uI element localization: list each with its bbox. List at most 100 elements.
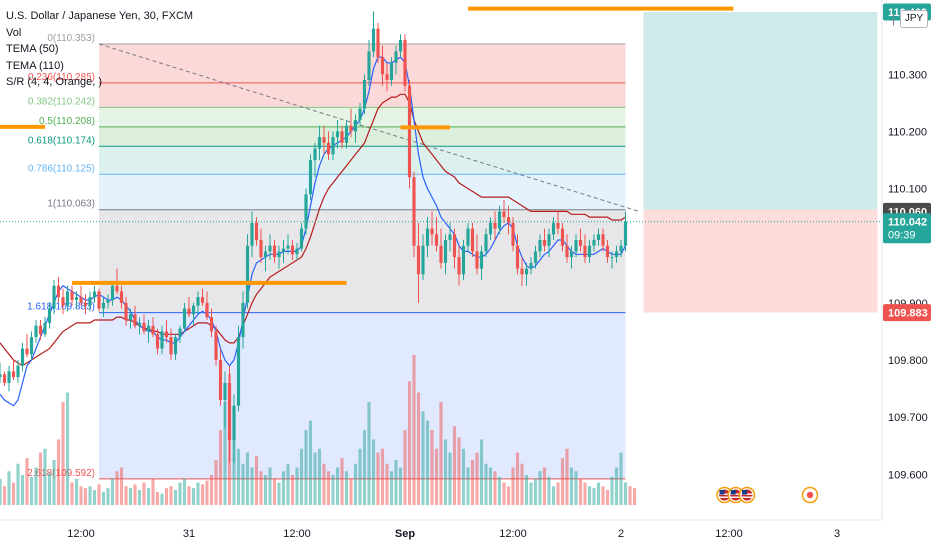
- us-flag-icon[interactable]: [727, 486, 744, 504]
- indicator-tema-50[interactable]: TEMA (50): [6, 43, 59, 55]
- volume-bar: [277, 482, 281, 505]
- volume-bar: [587, 486, 592, 505]
- candle-body: [281, 248, 286, 252]
- volume-bar: [38, 452, 43, 505]
- volume-bar: [43, 448, 47, 505]
- candle-body: [137, 322, 142, 326]
- price-tick-label: 110.100: [888, 184, 927, 196]
- volume-bar: [223, 401, 227, 505]
- support-resistance-lines[interactable]: [0, 6, 734, 285]
- candle-body: [119, 291, 124, 303]
- candle-body: [583, 245, 587, 258]
- candle-body: [358, 108, 362, 120]
- price-badge[interactable]: [883, 213, 931, 244]
- candle-body: [349, 125, 353, 132]
- time-tick-label: 3: [834, 528, 840, 540]
- position-tool[interactable]: [643, 12, 878, 313]
- volume-bar: [385, 463, 389, 505]
- candle-body: [542, 240, 547, 246]
- time-axis[interactable]: 12:00 31 12:00 Sep 12:00 2 12:00 3: [0, 519, 932, 550]
- candle-body: [353, 120, 358, 132]
- position-target-zone[interactable]: [643, 12, 878, 210]
- candle-body: [88, 297, 92, 306]
- indicator-tema-110[interactable]: TEMA (110): [6, 59, 64, 72]
- us-flag-canton: [742, 490, 747, 495]
- candle-body: [151, 325, 155, 335]
- candle-body: [605, 245, 610, 258]
- us-flag-icon[interactable]: [738, 486, 756, 504]
- candle-body: [331, 137, 335, 155]
- fib-level-label: 0(110.353): [47, 33, 95, 44]
- fib-band: [99, 107, 626, 127]
- candle-body: [263, 251, 268, 258]
- volume-bar: [353, 463, 358, 505]
- volume-bar: [20, 475, 25, 505]
- volume-bar: [371, 439, 376, 505]
- volume-bar: [214, 460, 218, 505]
- candle-body: [182, 308, 187, 329]
- volume-bar: [466, 467, 470, 505]
- trend-line[interactable]: [98, 43, 640, 212]
- candle-body: [461, 245, 466, 275]
- volume-bar: [7, 471, 11, 505]
- volume-bar: [169, 486, 173, 505]
- volume-bar: [416, 392, 421, 505]
- symbol-title[interactable]: U.S. Dollar / Japanese Yen, 30, FXCM: [6, 10, 194, 22]
- volume-bar: [29, 476, 34, 505]
- candle-body: [34, 325, 38, 338]
- candle-body: [574, 240, 578, 252]
- volume-bar: [479, 439, 484, 505]
- volume-bar: [250, 467, 254, 505]
- price-axis[interactable]: 110.300110.200110.100109.900109.800109.7…: [881, 0, 932, 550]
- volume-bar: [61, 401, 65, 505]
- volume-bar: [74, 478, 79, 505]
- volume-bar: [34, 467, 38, 505]
- candle-body: [470, 228, 475, 252]
- fib-band: [99, 146, 626, 175]
- volume-bar: [83, 488, 88, 505]
- volume-bar: [461, 448, 466, 505]
- volume-bar: [268, 467, 272, 505]
- position-stop-zone[interactable]: [643, 209, 878, 313]
- candle-body: [20, 348, 25, 366]
- event-markers[interactable]: [716, 486, 819, 504]
- volume-bar: [520, 463, 524, 505]
- currency-button[interactable]: JPY: [900, 10, 928, 28]
- volume-bar: [493, 471, 497, 505]
- candle-body: [394, 51, 398, 63]
- volume-bar: [263, 475, 268, 505]
- dashed-trend-line[interactable]: [98, 43, 640, 212]
- fib-level-label: 0.618(110.174): [28, 135, 95, 146]
- indicator-sr[interactable]: S/R (4, 4, Orange, ): [6, 76, 102, 88]
- volume-bar: [128, 488, 133, 505]
- fib-level-label: 1(110.063): [47, 199, 95, 210]
- volume-bar: [443, 439, 448, 505]
- candle-body: [124, 302, 128, 320]
- volume-bar: [614, 467, 619, 505]
- indicator-vol[interactable]: Vol: [6, 26, 22, 39]
- candle-body: [0, 374, 2, 378]
- volume-bar: [515, 452, 520, 505]
- fib-retracement[interactable]: 0(110.353) 0.236(110.285) 0.382(110.242) 0.…: [27, 33, 626, 480]
- candle-body: [209, 317, 214, 332]
- candle-body: [128, 314, 133, 320]
- candle-body: [592, 240, 596, 246]
- candle-body: [16, 365, 20, 378]
- legend: U.S. Dollar / Japanese Yen, 30, FXCM Vol…: [6, 8, 193, 91]
- candle-body: [601, 234, 605, 246]
- tema-50-line: [0, 56, 627, 407]
- price-badge[interactable]: [883, 304, 931, 322]
- volume-bar: [155, 491, 160, 505]
- candle-body: [223, 382, 227, 400]
- candle-body: [380, 57, 385, 75]
- candle-body: [551, 222, 556, 235]
- volume-bar: [11, 482, 16, 505]
- volume-bar: [2, 486, 7, 505]
- fib-band: [99, 312, 626, 479]
- candle-body: [2, 374, 7, 383]
- fib-level-label: 0.786(110.125): [28, 163, 95, 174]
- price-badge-label: 109.883: [888, 308, 928, 320]
- fib-level-label: 0.5(110.208): [39, 116, 95, 127]
- event-dot-icon[interactable]: [801, 486, 819, 504]
